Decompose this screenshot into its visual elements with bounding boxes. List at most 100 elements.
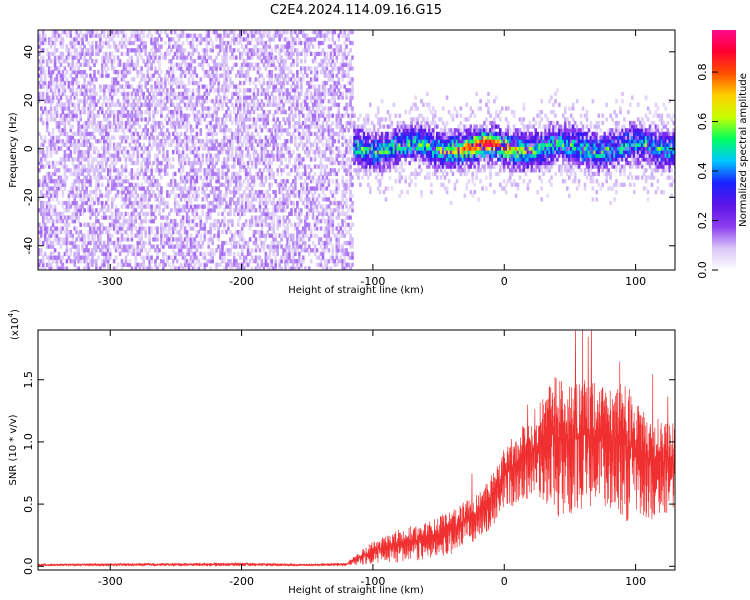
heatmap-cell [154, 168, 157, 173]
heatmap-cell [83, 142, 86, 147]
heatmap-cell [229, 40, 232, 46]
heatmap-cell [272, 171, 275, 177]
heatmap-cell [75, 179, 78, 184]
heatmap-cell [83, 33, 86, 38]
heatmap-cell [146, 146, 149, 151]
heatmap-cell [258, 219, 262, 224]
heatmap-cell [93, 120, 96, 126]
heatmap-cell [172, 113, 175, 118]
heatmap-cell [162, 131, 165, 137]
heatmap-cell [103, 113, 106, 118]
heatmap-cell [150, 219, 153, 224]
heatmap-cell [183, 84, 187, 89]
heatmap-cell [227, 248, 230, 253]
heatmap-cell [215, 146, 218, 151]
heatmap-cell [244, 153, 248, 158]
heatmap-cell [237, 240, 240, 246]
heatmap-cell [108, 128, 112, 133]
heatmap-cell [284, 255, 287, 260]
heatmap-cell [296, 73, 299, 78]
heatmap-cell [177, 160, 181, 166]
heatmap-cell [154, 237, 157, 242]
heatmap-cell [95, 128, 98, 133]
heatmap-cell [205, 51, 209, 57]
heatmap-cell [266, 230, 270, 235]
heatmap-cell [239, 193, 242, 198]
heatmap-cell [51, 117, 55, 122]
heatmap-cell [166, 128, 169, 133]
heatmap-cell [173, 251, 177, 257]
heatmap-cell [93, 190, 96, 195]
heatmap-cell [268, 175, 272, 180]
heatmap-cell [292, 30, 295, 35]
heatmap-cell [114, 193, 118, 198]
heatmap-cell [211, 77, 214, 82]
heatmap-cell [305, 124, 309, 129]
heatmap-cell [162, 88, 165, 93]
heatmap-cell [215, 219, 218, 224]
heatmap-cell [101, 193, 104, 198]
heatmap-cell [266, 193, 270, 198]
heatmap-cell [83, 222, 86, 227]
heatmap-cell [203, 230, 207, 235]
heatmap-cell [304, 37, 307, 42]
heatmap-cell [59, 157, 63, 162]
heatmap-cell [93, 91, 96, 97]
heatmap-cell [179, 55, 183, 60]
heatmap-cell [292, 248, 295, 253]
heatmap-cell [239, 95, 242, 100]
heatmap-cell [183, 160, 187, 166]
heatmap-cell [59, 146, 63, 151]
heatmap-cell [140, 233, 143, 238]
heatmap-cell [120, 193, 124, 198]
heatmap-cell [191, 59, 195, 64]
heatmap-cell [112, 197, 116, 202]
heatmap-cell [286, 248, 289, 253]
heatmap-cell [108, 142, 112, 147]
heatmap-cell [280, 99, 283, 104]
heatmap-cell [158, 102, 161, 107]
heatmap-cell [73, 208, 77, 213]
heatmap-cell [118, 211, 122, 217]
heatmap-cell [110, 153, 114, 158]
heatmap-cell [248, 95, 252, 100]
heatmap-cell [142, 117, 145, 122]
heatmap-cell [79, 135, 82, 140]
heatmap-cell [179, 110, 183, 115]
heatmap-cell [87, 95, 90, 100]
heatmap-cell [61, 77, 65, 82]
heatmap-cell [168, 244, 171, 249]
heatmap-cell [93, 117, 96, 122]
heatmap-cell [162, 153, 165, 158]
heatmap-cell [61, 106, 65, 111]
heatmap-cell [160, 128, 163, 133]
heatmap-cell [227, 179, 230, 184]
heatmap-cell [146, 62, 149, 67]
heatmap-cell [146, 95, 149, 100]
heatmap-cell [63, 215, 67, 220]
heatmap-cell [112, 222, 116, 227]
heatmap-cell [191, 88, 195, 93]
heatmap-cell [189, 255, 193, 260]
heatmap-cell [302, 40, 305, 46]
heatmap-cell [57, 240, 61, 246]
heatmap-cell [107, 262, 110, 267]
heatmap-cell [122, 244, 126, 249]
heatmap-cell [300, 219, 303, 224]
heatmap-cell [270, 211, 274, 217]
heatmap-cell [55, 197, 59, 202]
heatmap-cell [40, 113, 43, 118]
heatmap-cell [179, 240, 183, 246]
heatmap-cell [126, 251, 130, 257]
heatmap-cell [286, 262, 289, 267]
heatmap-cell [81, 237, 84, 242]
heatmap-cell [195, 153, 199, 158]
heatmap-cell [298, 91, 301, 97]
heatmap-cell [130, 62, 134, 67]
heatmap-cell [63, 128, 67, 133]
heatmap-cell [105, 208, 108, 213]
heatmap-cell [292, 251, 295, 257]
heatmap-cell [211, 160, 214, 166]
heatmap-cell [205, 168, 209, 173]
heatmap-cell [122, 73, 126, 78]
